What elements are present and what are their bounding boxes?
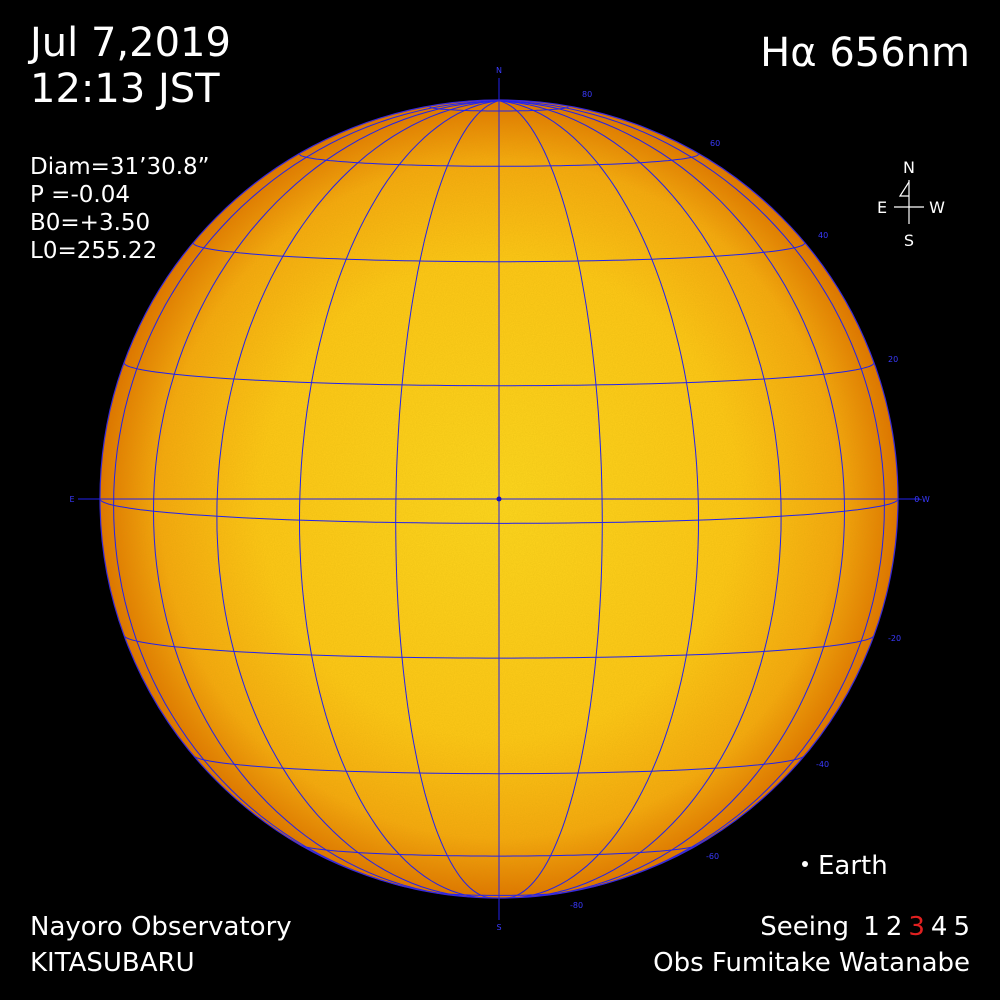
longitude-line xyxy=(498,100,603,899)
sun-disk xyxy=(78,78,920,920)
disk-north-label: N xyxy=(496,66,502,75)
earth-label: Earth xyxy=(800,851,888,881)
disk-edge-labels: N S E 0-W 80 60 40 20 -20 -40 -60 -80 xyxy=(69,66,929,932)
earth-marker-dot xyxy=(802,861,808,867)
seeing-value-3: 3 xyxy=(908,912,925,942)
param-b0: B0=+3.50 xyxy=(30,210,151,236)
longitude-line xyxy=(498,100,782,898)
seeing-label: Seeing xyxy=(760,912,849,942)
lat-label-40: 40 xyxy=(818,231,828,240)
seeing-value-2: 2 xyxy=(885,912,903,942)
lat-label-20: 20 xyxy=(888,355,898,364)
longitude-line xyxy=(498,100,846,896)
longitude-line xyxy=(498,100,885,888)
observer-name: Obs Fumitake Watanabe xyxy=(653,948,970,978)
longitude-line xyxy=(395,100,500,899)
disk-west-label: 0-W xyxy=(914,495,930,504)
lat-label-80: 80 xyxy=(582,90,592,99)
wavelength-label: Hα 656nm xyxy=(760,30,970,76)
seeing-value-4: 4 xyxy=(930,912,948,942)
disk-south-label: S xyxy=(496,923,501,932)
compass-n: N xyxy=(903,158,915,177)
seeing-value-5: 5 xyxy=(953,912,970,942)
compass-e: E xyxy=(877,198,887,217)
param-l0: L0=255.22 xyxy=(30,238,158,264)
lat-label-minus80: -80 xyxy=(570,901,583,910)
compass-rose: N S E W xyxy=(877,158,945,250)
compass-w: W xyxy=(929,198,945,217)
param-p-angle: P =-0.04 xyxy=(30,182,130,208)
seeing-value-1: 1 xyxy=(863,912,880,942)
observation-time: 12:13 JST xyxy=(30,66,220,112)
lat-label-minus20: -20 xyxy=(888,634,901,643)
observatory-name: Nayoro Observatory xyxy=(30,912,292,942)
longitude-line xyxy=(152,100,500,896)
disk-east-label: E xyxy=(69,495,74,504)
longitude-line xyxy=(113,100,500,888)
compass-north-arrow-icon xyxy=(898,181,910,197)
lat-label-minus40: -40 xyxy=(816,760,829,769)
compass-s: S xyxy=(904,231,914,250)
earth-label-text: Earth xyxy=(818,851,888,881)
disk-center-dot xyxy=(496,496,502,502)
param-diameter: Diam=31’30.8” xyxy=(30,154,210,180)
longitude-line xyxy=(216,100,500,898)
observatory-site: KITASUBARU xyxy=(30,948,195,978)
lat-label-60: 60 xyxy=(710,139,720,148)
observation-date: Jul 7,2019 xyxy=(30,20,231,66)
lat-label-minus60: -60 xyxy=(706,852,719,861)
